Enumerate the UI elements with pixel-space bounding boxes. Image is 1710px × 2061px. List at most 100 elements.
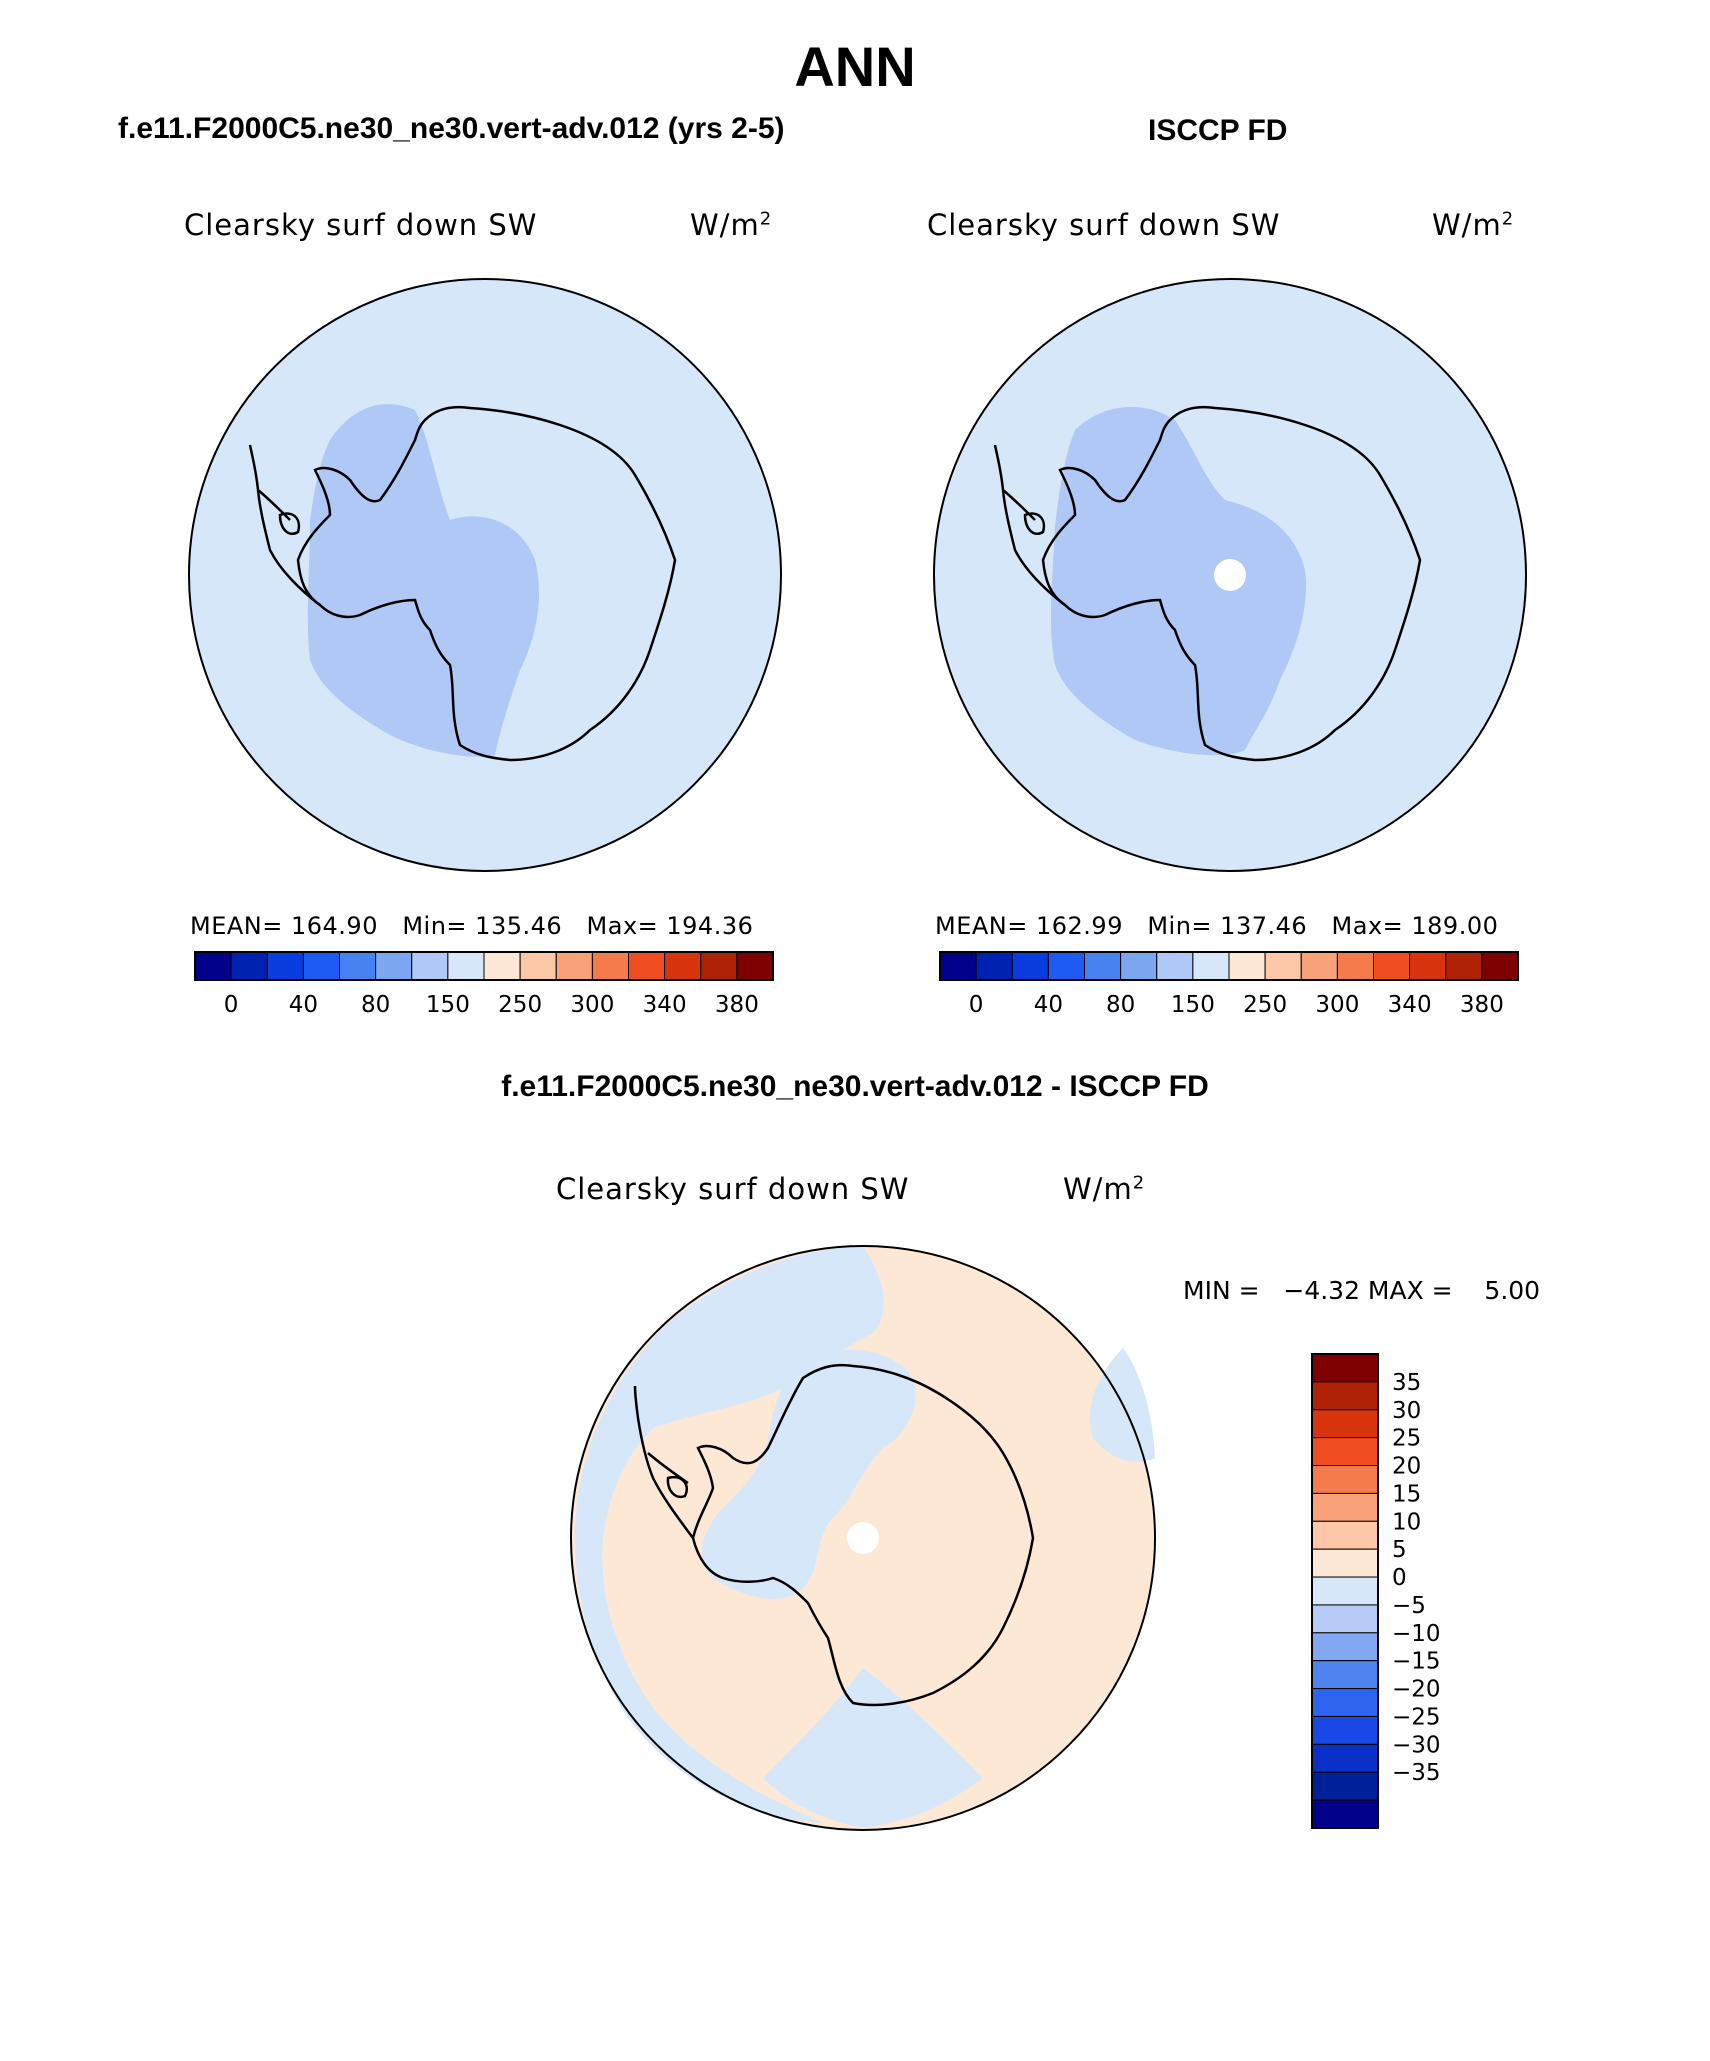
colorbar-swatch [664,951,702,981]
antarctic-peninsula [993,444,1066,606]
colorbar-swatch [1311,1715,1379,1745]
colorbar-tick-label: 380 [715,992,759,1018]
colorbar-swatch [1336,951,1374,981]
colorbar-swatch [939,951,977,981]
colorbar-swatch [230,951,268,981]
right-stats: MEAN= 162.99 Min= 137.46 Max= 189.00 [935,912,1499,940]
missing-data-pole [847,1522,879,1554]
colorbar-tick-label: 10 [1392,1509,1421,1535]
colorbar-swatch [1311,1465,1379,1494]
diff-minmax: MIN = −4.32 MAX = 5.00 [1183,1276,1541,1305]
medium-blue-region [307,404,540,757]
colorbar-swatch [628,951,666,981]
colorbar-tick-label: 40 [289,992,318,1018]
colorbar-tick-label: 80 [361,992,390,1018]
colorbar-swatch [591,951,629,981]
colorbar-swatch [736,951,774,981]
colorbar-tick-label: 340 [1388,992,1432,1018]
colorbar-swatch [411,951,449,981]
right-units-label: W/m2 [1432,208,1515,242]
colorbar-swatch [1481,951,1519,981]
colorbar-swatch [1120,951,1158,981]
colorbar-tick-label: −15 [1392,1649,1441,1675]
colorbar-swatch [555,951,593,981]
colorbar-swatch [339,951,377,981]
right-panel-case-title: ISCCP FD [1148,114,1288,147]
page-title: ANN [794,35,916,98]
colorbar-tick-label: −30 [1392,1732,1441,1758]
antarctica-coastline [691,1363,1035,1707]
negative-outer-region [574,1246,884,1823]
colorbar-swatch [1311,1353,1379,1383]
colorbar-swatch [1311,1771,1379,1801]
colorbar-tick-label: 80 [1106,992,1135,1018]
island-outline [278,512,301,535]
left-variable-label: Clearsky surf down SW [184,208,538,242]
colorbar-swatch [447,951,485,981]
colorbar-tick-label: −5 [1392,1593,1426,1619]
colorbar-swatch [1311,1743,1379,1773]
colorbar-swatch [375,951,413,981]
colorbar-tick-label: 300 [1315,992,1359,1018]
right-variable-label: Clearsky surf down SW [927,208,1281,242]
colorbar-frame [939,951,1519,981]
colorbar-swatch [1311,1437,1379,1467]
right-polar-map [933,278,1527,872]
colorbar-tick-label: 0 [1392,1565,1407,1591]
colorbar-swatch [483,951,521,981]
colorbar-swatch [1311,1492,1379,1522]
colorbar-tick-label: 0 [969,992,984,1018]
colorbar-tick-label: −35 [1392,1760,1441,1786]
left-units-label: W/m2 [690,208,773,242]
map-boundary [188,278,782,872]
colorbar-tick-label: 0 [224,992,239,1018]
colorbar-swatch [1311,1604,1379,1634]
colorbar-tick-label: −10 [1392,1621,1441,1647]
colorbar-swatch [1311,1799,1379,1829]
colorbar-swatch [1047,951,1085,981]
colorbar-swatch [1300,951,1338,981]
left-polar-map [188,278,782,872]
colorbar-tick-label: 30 [1392,1398,1421,1424]
colorbar-tick-label: 150 [426,992,470,1018]
negative-south-region [763,1668,983,1828]
colorbar-swatch [975,951,1013,981]
island-outline [1023,512,1046,535]
left-colorbar: 0 40 80 150 250 300 340 380 [194,951,774,1018]
diff-units-label: W/m2 [1063,1172,1146,1206]
colorbar-tick-label: −20 [1392,1677,1441,1703]
colorbar-swatch [1311,1576,1379,1606]
antarctica-coastline [1041,405,1422,762]
map-boundary [570,1245,1156,1831]
left-stats: MEAN= 164.90 Min= 135.46 Max= 194.36 [190,912,754,940]
colorbar-tick-label: 250 [1243,992,1287,1018]
map-boundary [933,278,1527,872]
colorbar-swatch [1156,951,1194,981]
colorbar-swatch [1011,951,1049,981]
colorbar-tick-label: 380 [1460,992,1504,1018]
left-panel-case-title: f.e11.F2000C5.ne30_ne30.vert-adv.012 (yr… [118,112,785,145]
colorbar-tick-label: 25 [1392,1426,1421,1452]
colorbar-tick-label: 250 [498,992,542,1018]
colorbar-swatch [1192,951,1230,981]
medium-blue-region [1050,406,1306,756]
colorbar-swatch [302,951,340,981]
colorbar-swatch [194,951,232,981]
colorbar-swatch [266,951,304,981]
right-colorbar: 0 40 80 150 250 300 340 380 [939,951,1519,1018]
colorbar-tick-label: 5 [1392,1537,1407,1563]
island-outline [666,1475,688,1499]
colorbar-swatch [1084,951,1122,981]
colorbar-swatch [1264,951,1302,981]
colorbar-swatch [1311,1381,1379,1411]
colorbar-tick-label: 15 [1392,1481,1421,1507]
colorbar-swatch [1228,951,1266,981]
colorbar-swatch [1311,1520,1379,1550]
colorbar-tick-label: 40 [1034,992,1063,1018]
colorbar-swatch [1373,951,1411,981]
missing-data-pole [1214,559,1246,591]
colorbar-tick-label: 35 [1392,1370,1421,1396]
colorbar-swatch [1445,951,1483,981]
colorbar-swatch [1311,1632,1379,1662]
antarctica-coastline [296,405,677,762]
